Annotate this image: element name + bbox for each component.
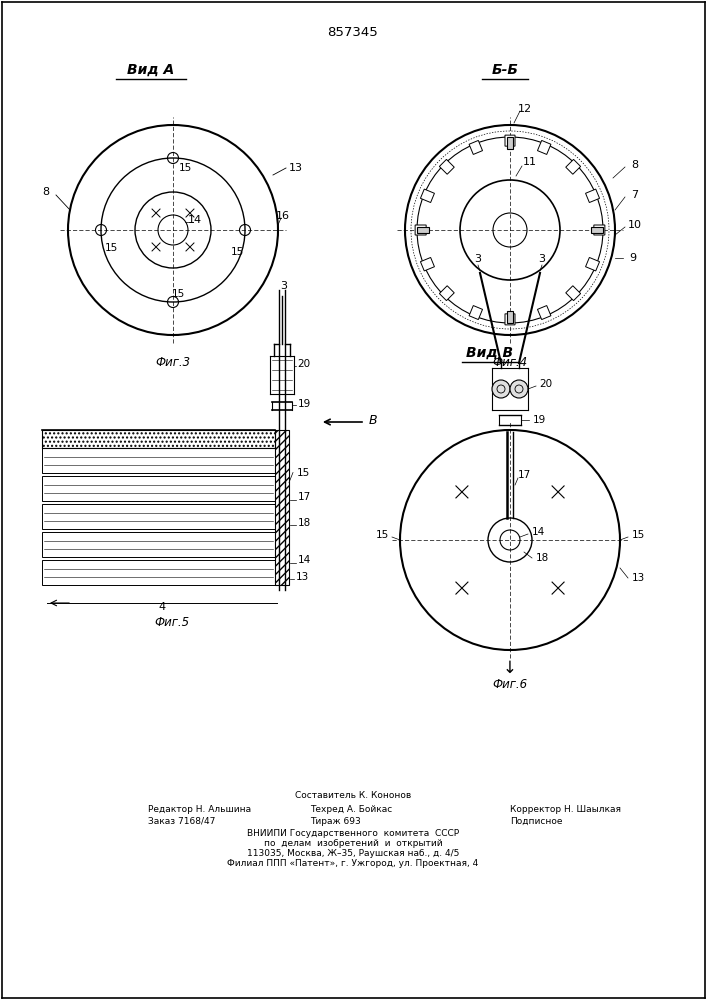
Text: Редактор Н. Альшина: Редактор Н. Альшина bbox=[148, 804, 251, 814]
Text: 13: 13 bbox=[631, 573, 645, 583]
Text: ВНИИПИ Государственного  комитета  СССР: ВНИИПИ Государственного комитета СССР bbox=[247, 828, 459, 838]
Polygon shape bbox=[585, 257, 600, 271]
Text: 857345: 857345 bbox=[327, 25, 378, 38]
Text: 20: 20 bbox=[298, 359, 310, 369]
Text: Б-Б: Б-Б bbox=[491, 63, 518, 77]
Text: Вид В: Вид В bbox=[467, 346, 513, 360]
Text: 11: 11 bbox=[523, 157, 537, 167]
Text: 4: 4 bbox=[158, 602, 165, 612]
Text: 17: 17 bbox=[518, 470, 531, 480]
Bar bbox=[42, 560, 275, 585]
Text: 15: 15 bbox=[631, 530, 645, 540]
Polygon shape bbox=[566, 159, 580, 174]
Bar bbox=[42, 430, 275, 448]
Text: 15: 15 bbox=[296, 468, 310, 478]
Text: 14: 14 bbox=[532, 527, 544, 537]
Text: 19: 19 bbox=[532, 415, 546, 425]
Polygon shape bbox=[507, 311, 513, 323]
Text: 3: 3 bbox=[281, 281, 288, 291]
Polygon shape bbox=[469, 306, 483, 320]
Text: 14: 14 bbox=[188, 215, 202, 225]
Polygon shape bbox=[417, 227, 429, 233]
Text: 8: 8 bbox=[631, 160, 638, 170]
Text: ↓: ↓ bbox=[503, 659, 517, 677]
Text: Вид А: Вид А bbox=[127, 63, 175, 77]
Text: 15: 15 bbox=[105, 243, 117, 253]
Text: Филиал ППП «Патент», г. Ужгород, ул. Проектная, 4: Филиал ППП «Патент», г. Ужгород, ул. Про… bbox=[228, 858, 479, 867]
Text: Техред А. Бойкас: Техред А. Бойкас bbox=[310, 804, 392, 814]
Polygon shape bbox=[594, 225, 605, 235]
Polygon shape bbox=[537, 140, 551, 154]
Text: 12: 12 bbox=[518, 104, 532, 114]
Bar bbox=[42, 476, 275, 501]
Text: 19: 19 bbox=[298, 399, 310, 409]
Text: 15: 15 bbox=[171, 289, 185, 299]
Text: 15: 15 bbox=[230, 247, 244, 257]
Polygon shape bbox=[507, 137, 513, 149]
Polygon shape bbox=[537, 306, 551, 320]
Text: Составитель К. Кононов: Составитель К. Кононов bbox=[295, 790, 411, 800]
Text: Заказ 7168/47: Заказ 7168/47 bbox=[148, 816, 216, 826]
Text: по  делам  изобретений  и  открытий: по делам изобретений и открытий bbox=[264, 838, 443, 848]
Text: 10: 10 bbox=[628, 220, 642, 230]
Circle shape bbox=[492, 380, 510, 398]
Text: 3: 3 bbox=[474, 254, 481, 264]
Text: Корректор Н. Шаылкая: Корректор Н. Шаылкая bbox=[510, 804, 621, 814]
Text: 3: 3 bbox=[539, 254, 546, 264]
Text: 17: 17 bbox=[298, 492, 310, 502]
Text: В: В bbox=[368, 414, 378, 426]
Bar bbox=[42, 532, 275, 557]
Circle shape bbox=[510, 380, 528, 398]
Text: 7: 7 bbox=[631, 190, 638, 200]
Text: 8: 8 bbox=[42, 187, 49, 197]
Text: Фиг.4: Фиг.4 bbox=[493, 357, 527, 369]
Polygon shape bbox=[585, 189, 600, 203]
Polygon shape bbox=[469, 140, 483, 154]
Bar bbox=[275, 430, 289, 585]
Polygon shape bbox=[439, 286, 454, 301]
Text: 14: 14 bbox=[298, 555, 310, 565]
Text: 20: 20 bbox=[539, 379, 553, 389]
Text: 113035, Москва, Ж–35, Раушская наб., д. 4/5: 113035, Москва, Ж–35, Раушская наб., д. … bbox=[247, 848, 459, 857]
Text: 13: 13 bbox=[289, 163, 303, 173]
Text: 18: 18 bbox=[535, 553, 549, 563]
Text: 16: 16 bbox=[276, 211, 290, 221]
Polygon shape bbox=[421, 257, 434, 271]
Text: Подписное: Подписное bbox=[510, 816, 563, 826]
Polygon shape bbox=[566, 286, 580, 301]
Bar bbox=[42, 504, 275, 529]
Text: 18: 18 bbox=[298, 518, 310, 528]
Polygon shape bbox=[505, 135, 515, 146]
Bar bbox=[42, 448, 275, 473]
Text: 9: 9 bbox=[629, 253, 636, 263]
Text: 15: 15 bbox=[178, 163, 192, 173]
Text: Фиг.3: Фиг.3 bbox=[156, 357, 191, 369]
Polygon shape bbox=[505, 314, 515, 325]
Polygon shape bbox=[421, 189, 434, 203]
Text: Фиг.5: Фиг.5 bbox=[154, 616, 189, 630]
Polygon shape bbox=[591, 227, 603, 233]
Text: 15: 15 bbox=[375, 530, 389, 540]
Text: 13: 13 bbox=[296, 572, 309, 582]
Text: Фиг.6: Фиг.6 bbox=[493, 678, 527, 692]
Text: Тираж 693: Тираж 693 bbox=[310, 816, 361, 826]
Polygon shape bbox=[439, 159, 454, 174]
Polygon shape bbox=[415, 225, 426, 235]
